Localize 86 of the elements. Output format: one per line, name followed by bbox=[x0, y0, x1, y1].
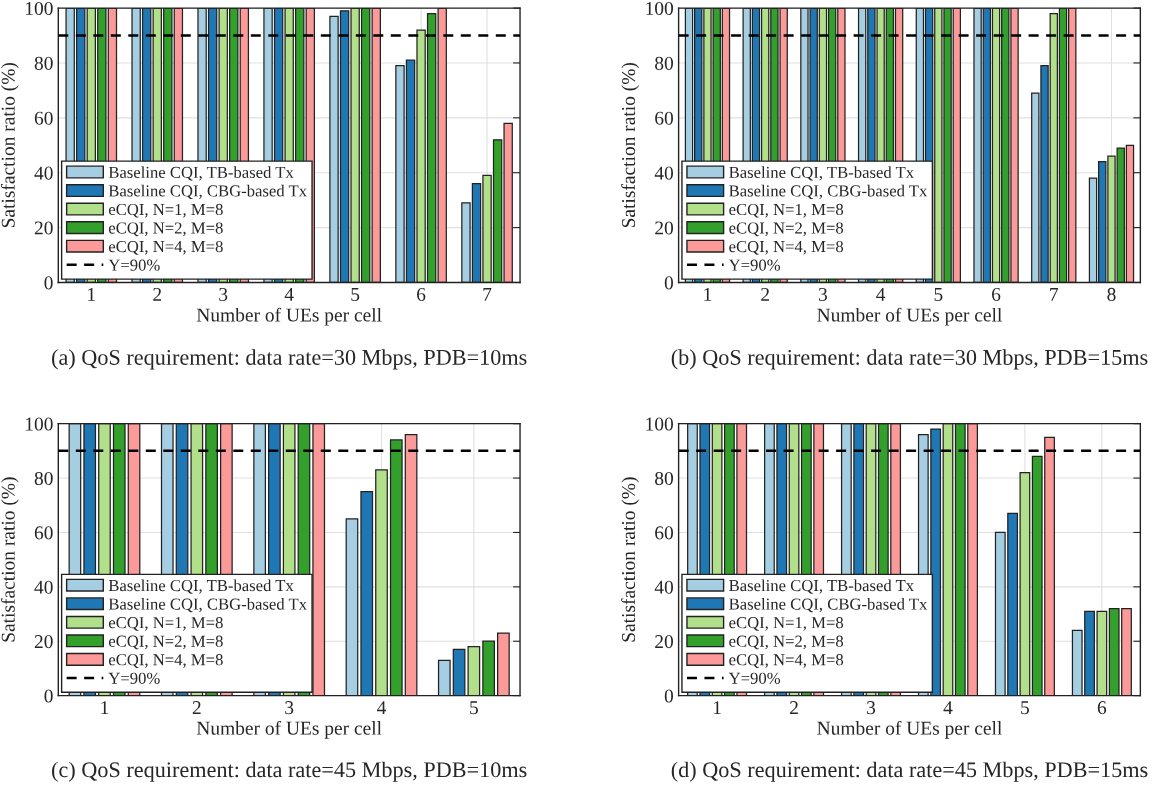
x-tick-label: 2 bbox=[153, 287, 162, 301]
legend-label: Y=90% bbox=[108, 672, 160, 684]
y-tick-label: 60 bbox=[34, 111, 53, 125]
legend-label: Baseline CQI, CBG-based Tx bbox=[729, 184, 928, 200]
y-axis-title: Satisfaction ratio (%) bbox=[621, 477, 640, 642]
y-tick-label: 0 bbox=[44, 689, 53, 703]
y-tick-label: 60 bbox=[655, 111, 674, 125]
x-tick-label: 1 bbox=[88, 287, 95, 301]
x-tick-label: 3 bbox=[219, 287, 228, 301]
legend-label: eCQI, N=2, M=8 bbox=[108, 635, 223, 650]
x-tick-label: 6 bbox=[1097, 701, 1107, 715]
y-tick-label: 0 bbox=[44, 276, 53, 290]
y-axis-title: Satisfaction ratio (%) bbox=[621, 62, 640, 228]
y-axis-title: Satisfaction ratio (%) bbox=[0, 477, 19, 642]
y-axis-title: Satisfaction ratio (%) bbox=[0, 62, 19, 228]
x-tick-label: 2 bbox=[790, 701, 798, 714]
y-tick-label: 20 bbox=[34, 221, 53, 235]
legend-label: eCQI, N=2, M=8 bbox=[729, 635, 844, 650]
legend-label: eCQI, N=1, M=8 bbox=[108, 617, 223, 631]
y-tick-label: 80 bbox=[34, 471, 53, 485]
x-tick-label: 4 bbox=[284, 288, 294, 301]
x-tick-label: 6 bbox=[992, 287, 1001, 301]
legend-label: eCQI, N=1, M=8 bbox=[108, 203, 223, 218]
x-tick-label: 7 bbox=[1050, 288, 1059, 301]
x-axis-title: Number of UEs per cell bbox=[196, 307, 382, 326]
x-tick-label: 2 bbox=[192, 701, 201, 714]
y-tick-label: 40 bbox=[654, 580, 674, 594]
x-tick-label: 7 bbox=[483, 288, 492, 301]
x-tick-label: 2 bbox=[761, 287, 769, 301]
x-tick-label: 3 bbox=[867, 701, 876, 715]
x-axis-title: Number of UEs per cell bbox=[196, 720, 382, 739]
legend-label: Baseline CQI, TB-based Tx bbox=[108, 166, 294, 181]
x-tick-label: 8 bbox=[1107, 287, 1116, 301]
y-tick-label: 80 bbox=[655, 471, 674, 485]
y-tick-label: 0 bbox=[664, 689, 674, 703]
y-tick-label: 40 bbox=[654, 166, 674, 180]
legend-label: Y=90% bbox=[108, 259, 160, 271]
x-axis-title: Number of UEs per cell bbox=[817, 720, 1002, 739]
x-tick-label: 5 bbox=[470, 701, 478, 715]
x-tick-label: 5 bbox=[934, 288, 943, 301]
x-tick-label: 4 bbox=[377, 701, 387, 714]
y-tick-label: 60 bbox=[34, 526, 53, 540]
x-tick-label: 6 bbox=[417, 287, 426, 301]
y-tick-label: 80 bbox=[655, 56, 674, 70]
legend-label: Baseline CQI, TB-based Tx bbox=[729, 579, 914, 594]
y-tick-label: 100 bbox=[25, 417, 53, 431]
legend-label: Baseline CQI, CBG-based Tx bbox=[108, 184, 307, 200]
y-tick-label: 60 bbox=[655, 526, 674, 540]
text: (b) QoS requirement: data rate=30 Mbps, PDB=15ms bbox=[671, 349, 1148, 370]
legend-label: eCQI, N=2, M=8 bbox=[729, 222, 844, 237]
y-tick-label: 100 bbox=[646, 417, 674, 431]
y-tick-label: 20 bbox=[655, 221, 674, 235]
y-tick-label: 100 bbox=[646, 1, 674, 16]
x-tick-label: 1 bbox=[704, 287, 712, 301]
legend-label: Baseline CQI, TB-based Tx bbox=[108, 579, 294, 594]
legend-label: eCQI, N=1, M=8 bbox=[729, 203, 844, 218]
x-tick-label: 1 bbox=[101, 701, 109, 714]
x-tick-label: 3 bbox=[818, 287, 828, 301]
x-tick-label: 4 bbox=[876, 288, 886, 301]
legend-label: Y=90% bbox=[728, 259, 781, 271]
legend-label: eCQI, N=2, M=8 bbox=[108, 222, 223, 237]
x-tick-label: 5 bbox=[1021, 701, 1030, 715]
x-tick-label: 3 bbox=[285, 701, 294, 715]
text: (a) QoS requirement: data rate=30 Mbps, PDB=10ms bbox=[52, 349, 527, 370]
x-tick-label: 1 bbox=[713, 701, 721, 714]
y-tick-label: 100 bbox=[25, 1, 53, 16]
x-tick-label: 5 bbox=[351, 288, 360, 301]
y-tick-label: 80 bbox=[34, 56, 53, 70]
x-axis-title: Number of UEs per cell bbox=[817, 307, 1002, 326]
y-tick-label: 20 bbox=[655, 635, 674, 649]
y-tick-label: 0 bbox=[664, 276, 674, 290]
legend-label: eCQI, N=4, M=8 bbox=[108, 654, 223, 668]
y-tick-label: 40 bbox=[34, 580, 53, 594]
legend-label: Baseline CQI, CBG-based Tx bbox=[108, 597, 307, 613]
legend-label: eCQI, N=4, M=8 bbox=[729, 654, 844, 668]
y-tick-label: 20 bbox=[34, 635, 53, 649]
legend-label: Baseline CQI, TB-based Tx bbox=[729, 166, 914, 181]
legend-label: eCQI, N=1, M=8 bbox=[729, 617, 844, 631]
y-tick-label: 40 bbox=[34, 166, 53, 180]
x-tick-label: 4 bbox=[943, 701, 953, 714]
legend-label: eCQI, N=4, M=8 bbox=[108, 240, 223, 255]
text: (c) QoS requirement: data rate=45 Mbps, PDB=10ms bbox=[52, 761, 527, 782]
legend-label: Y=90% bbox=[728, 672, 781, 684]
text: (d) QoS requirement: data rate=45 Mbps, PDB=15ms bbox=[671, 761, 1148, 782]
legend-label: eCQI, N=4, M=8 bbox=[729, 240, 844, 255]
legend-label: Baseline CQI, CBG-based Tx bbox=[729, 597, 928, 613]
